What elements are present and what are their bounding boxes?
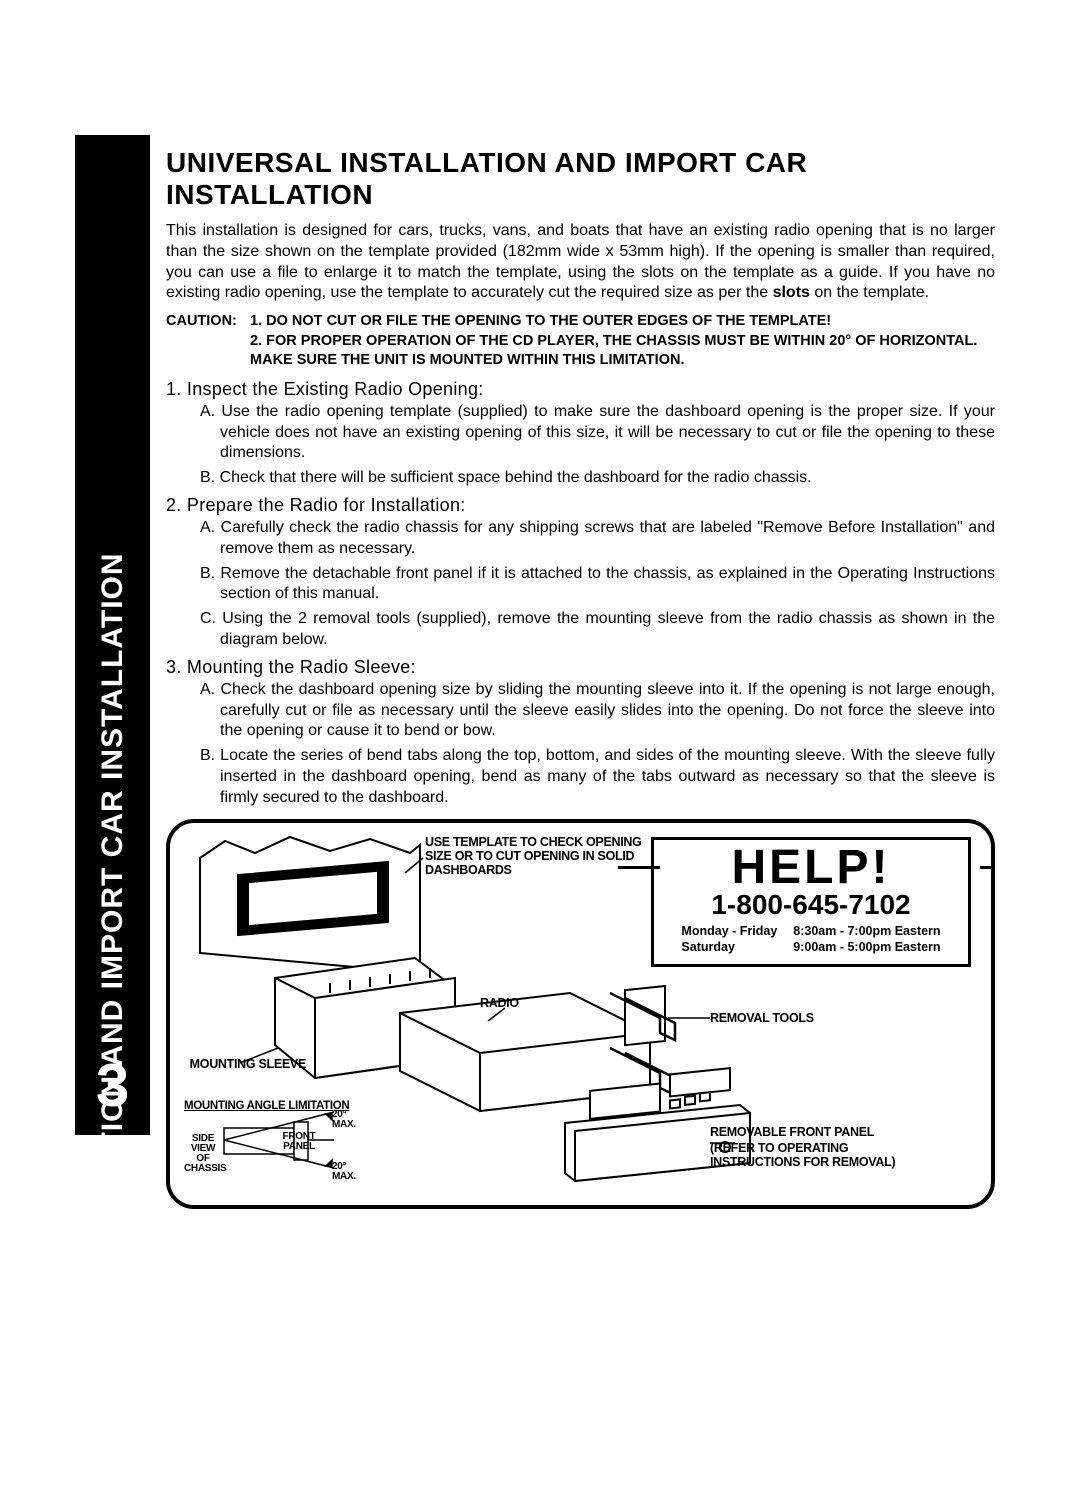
caution-1: 1. DO NOT CUT OR FILE THE OPENING TO THE… (250, 313, 831, 329)
step2-c: C. Using the 2 removal tools (supplied),… (166, 609, 995, 651)
radio-label: RADIO (480, 996, 519, 1010)
intro-bold: slots (773, 284, 810, 301)
step3-title: 3. Mounting the Radio Sleeve: (166, 657, 995, 678)
sidebar: UNIVERSAL INSTALLATION AND IMPORT CAR IN… (75, 135, 150, 1135)
removal-tools-label: REMOVAL TOOLS (710, 1011, 814, 1025)
content-area: UNIVERSAL INSTALLATION AND IMPORT CAR IN… (150, 135, 1005, 1135)
step3-b: B. Locate the series of bend tabs along … (166, 746, 995, 808)
step1-b: B. Check that there will be sufficient s… (166, 468, 995, 489)
mounting-sleeve-label: MOUNTING SLEEVE (186, 1057, 306, 1071)
page-number: 3 (96, 1051, 129, 1120)
step2-a: A. Carefully check the radio chassis for… (166, 518, 995, 560)
front-panel-small: FRONT PANEL (282, 1132, 316, 1152)
angle-max-top: 20° MAX. (332, 1110, 359, 1130)
page-container: UNIVERSAL INSTALLATION AND IMPORT CAR IN… (75, 135, 1005, 1135)
main-heading: UNIVERSAL INSTALLATION AND IMPORT CAR IN… (166, 147, 995, 211)
step2-b: B. Remove the detachable front panel if … (166, 564, 995, 606)
caution-block: CAUTION: 1. DO NOT CUT OR FILE THE OPENI… (166, 312, 995, 371)
caution-body: 1. DO NOT CUT OR FILE THE OPENING TO THE… (250, 312, 990, 371)
caution-label: CAUTION: (166, 312, 246, 332)
step3-a: A. Check the dashboard opening size by s… (166, 680, 995, 742)
angle-limitation-box: MOUNTING ANGLE LIMITATION SIDE VIEW OF C… (184, 1100, 359, 1195)
diagram: USE TEMPLATE TO CHECK OPENING SIZE OR TO… (166, 819, 995, 1209)
sidebar-title: UNIVERSAL INSTALLATION AND IMPORT CAR IN… (96, 552, 130, 1493)
front-panel-sub: (REFER TO OPERATING INSTRUCTIONS FOR REM… (710, 1141, 900, 1170)
step1-title: 1. Inspect the Existing Radio Opening: (166, 379, 995, 400)
step2-title: 2. Prepare the Radio for Installation: (166, 495, 995, 516)
intro-paragraph: This installation is designed for cars, … (166, 221, 995, 304)
step1-a: A. Use the radio opening template (suppl… (166, 402, 995, 464)
front-panel-label: REMOVABLE FRONT PANEL (710, 1125, 874, 1139)
caution-2: 2. FOR PROPER OPERATION OF THE CD PLAYER… (250, 333, 977, 369)
angle-max-bottom: 20° MAX. (332, 1162, 359, 1182)
sideview-label: SIDE VIEW OF CHASSIS (184, 1134, 222, 1174)
intro-tail: on the template. (810, 284, 929, 301)
